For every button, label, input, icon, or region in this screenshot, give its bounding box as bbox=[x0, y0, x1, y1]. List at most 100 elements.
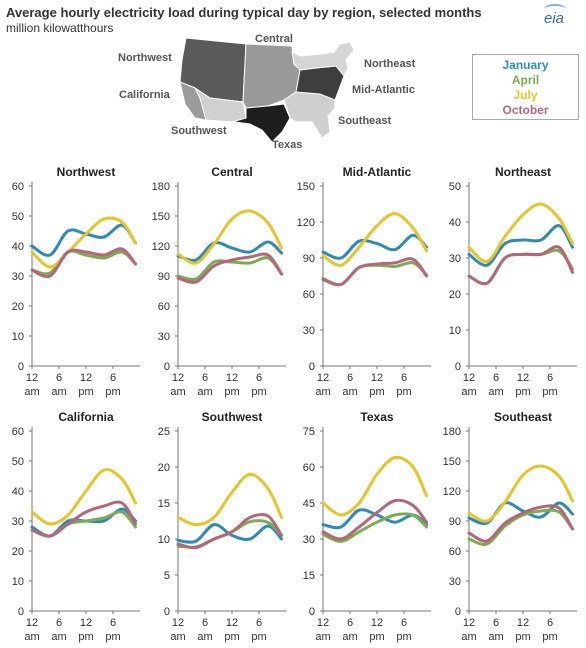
y-tick-label: 0 bbox=[164, 361, 170, 373]
x-tick-sublabel: am bbox=[488, 386, 503, 398]
x-tick-sublabel: am bbox=[315, 631, 330, 643]
chart-southwest: Southwest 0 5 10 15 20 25 12 am 6 am 12 pm 6 pm bbox=[158, 410, 286, 643]
series-line-july bbox=[467, 464, 574, 523]
y-tick-label: 20 bbox=[449, 289, 461, 301]
y-tick-label: 180 bbox=[443, 426, 461, 438]
x-tick-sublabel: am bbox=[51, 631, 66, 643]
series-line-october bbox=[467, 245, 574, 286]
x-tick-label: 12 bbox=[26, 617, 38, 629]
series-line-july bbox=[321, 455, 428, 517]
map-label-texas: Texas bbox=[272, 139, 303, 151]
y-tick-label: 30 bbox=[449, 576, 461, 588]
series-line-july bbox=[467, 202, 574, 264]
legend-entry-october: October bbox=[502, 103, 549, 117]
x-tick-sublabel: am bbox=[24, 631, 39, 643]
series-line-january bbox=[176, 523, 283, 544]
y-tick-label: 10 bbox=[158, 534, 170, 546]
x-tick-label: 6 bbox=[401, 617, 407, 629]
x-tick-label: 12 bbox=[80, 617, 92, 629]
chart-california: California 0 10 20 30 40 50 60 12 am 6 am 12 pm 6 pm bbox=[12, 410, 140, 643]
x-tick-sublabel: pm bbox=[542, 631, 557, 643]
x-tick-label: 6 bbox=[202, 372, 208, 384]
chart-northwest: Northwest 0 10 20 30 40 50 60 12 am 6 am 12 pm 6 pm bbox=[12, 165, 140, 398]
y-tick-label: 5 bbox=[164, 570, 170, 582]
y-tick-label: 40 bbox=[12, 486, 24, 498]
chart-title: Central bbox=[211, 165, 252, 179]
chart-title: Northwest bbox=[57, 165, 116, 179]
x-tick-sublabel: pm bbox=[78, 386, 93, 398]
chart-title: Northeast bbox=[495, 165, 551, 179]
us-region-map bbox=[179, 37, 355, 143]
x-tick-sublabel: pm bbox=[251, 386, 266, 398]
series-line-october bbox=[176, 512, 283, 550]
series-line-july bbox=[30, 468, 137, 526]
map-label-mid-atlantic: Mid-Atlantic bbox=[352, 84, 415, 96]
y-tick-label: 30 bbox=[303, 325, 315, 337]
chart-title: Southeast bbox=[494, 410, 552, 424]
x-tick-label: 12 bbox=[517, 617, 529, 629]
series-line-october bbox=[30, 247, 137, 279]
x-tick-sublabel: pm bbox=[224, 386, 239, 398]
x-tick-label: 12 bbox=[517, 372, 529, 384]
x-tick-label: 6 bbox=[547, 372, 553, 384]
x-tick-sublabel: am bbox=[461, 386, 476, 398]
x-tick-sublabel: am bbox=[51, 386, 66, 398]
x-tick-label: 6 bbox=[110, 372, 116, 384]
series-line-april bbox=[176, 256, 283, 282]
x-tick-label: 6 bbox=[493, 372, 499, 384]
legend-entry-january: January bbox=[502, 58, 549, 72]
series-line-january bbox=[176, 240, 283, 262]
x-tick-label: 6 bbox=[347, 617, 353, 629]
series-line-april bbox=[30, 249, 137, 276]
y-tick-label: 25 bbox=[158, 426, 170, 438]
chart-southeast: Southeast 0 30 60 90 120 150 180 12 am 6 am 12 pm 6 pm bbox=[443, 410, 577, 643]
x-tick-sublabel: pm bbox=[396, 386, 411, 398]
chart-title: Southwest bbox=[202, 410, 263, 424]
series-line-july bbox=[321, 212, 428, 267]
x-tick-label: 6 bbox=[56, 372, 62, 384]
y-tick-label: 0 bbox=[18, 361, 24, 373]
y-tick-label: 150 bbox=[297, 181, 315, 193]
chart-title: Mid-Atlantic bbox=[343, 165, 412, 179]
y-tick-label: 50 bbox=[449, 181, 461, 193]
y-tick-label: 50 bbox=[12, 211, 24, 223]
x-tick-sublabel: pm bbox=[515, 386, 530, 398]
y-tick-label: 10 bbox=[12, 576, 24, 588]
x-tick-label: 12 bbox=[371, 617, 383, 629]
chart-title: Texas bbox=[360, 410, 393, 424]
x-tick-sublabel: pm bbox=[105, 386, 120, 398]
x-tick-label: 12 bbox=[226, 617, 238, 629]
y-tick-label: 60 bbox=[12, 181, 24, 193]
y-tick-label: 180 bbox=[152, 181, 170, 193]
x-tick-sublabel: am bbox=[197, 631, 212, 643]
y-tick-label: 30 bbox=[12, 516, 24, 528]
x-tick-label: 6 bbox=[347, 372, 353, 384]
y-tick-label: 0 bbox=[18, 606, 24, 618]
legend-entry-july: July bbox=[513, 88, 538, 102]
chart-northeast: Northeast 0 10 20 30 40 50 12 am 6 am 12 pm 6 pm bbox=[449, 165, 577, 398]
map-label-southeast: Southeast bbox=[338, 115, 392, 127]
x-tick-label: 12 bbox=[463, 617, 475, 629]
series-line-october bbox=[321, 257, 428, 287]
chart-mid-atlantic: Mid-Atlantic 0 30 60 90 120 150 12 am 6 am 12 pm 6 pm bbox=[297, 165, 431, 398]
series-line-october bbox=[176, 252, 283, 284]
x-tick-sublabel: pm bbox=[224, 631, 239, 643]
y-tick-label: 0 bbox=[309, 361, 315, 373]
y-tick-label: 45 bbox=[303, 498, 315, 510]
eia-logo: eia bbox=[544, 4, 566, 27]
y-tick-label: 60 bbox=[303, 289, 315, 301]
x-tick-sublabel: am bbox=[461, 631, 476, 643]
y-tick-label: 40 bbox=[449, 217, 461, 229]
series-line-october bbox=[30, 500, 137, 538]
x-tick-label: 12 bbox=[371, 372, 383, 384]
x-tick-sublabel: am bbox=[170, 631, 185, 643]
chart-texas: Texas 0 15 30 45 60 75 12 am 6 am 12 pm 6 pm bbox=[303, 410, 431, 643]
y-tick-label: 0 bbox=[164, 606, 170, 618]
series-line-october bbox=[321, 498, 428, 541]
series-line-october bbox=[467, 504, 574, 543]
x-tick-label: 6 bbox=[493, 617, 499, 629]
y-tick-label: 150 bbox=[443, 456, 461, 468]
y-tick-label: 20 bbox=[12, 301, 24, 313]
y-tick-label: 30 bbox=[12, 271, 24, 283]
x-tick-label: 12 bbox=[80, 372, 92, 384]
